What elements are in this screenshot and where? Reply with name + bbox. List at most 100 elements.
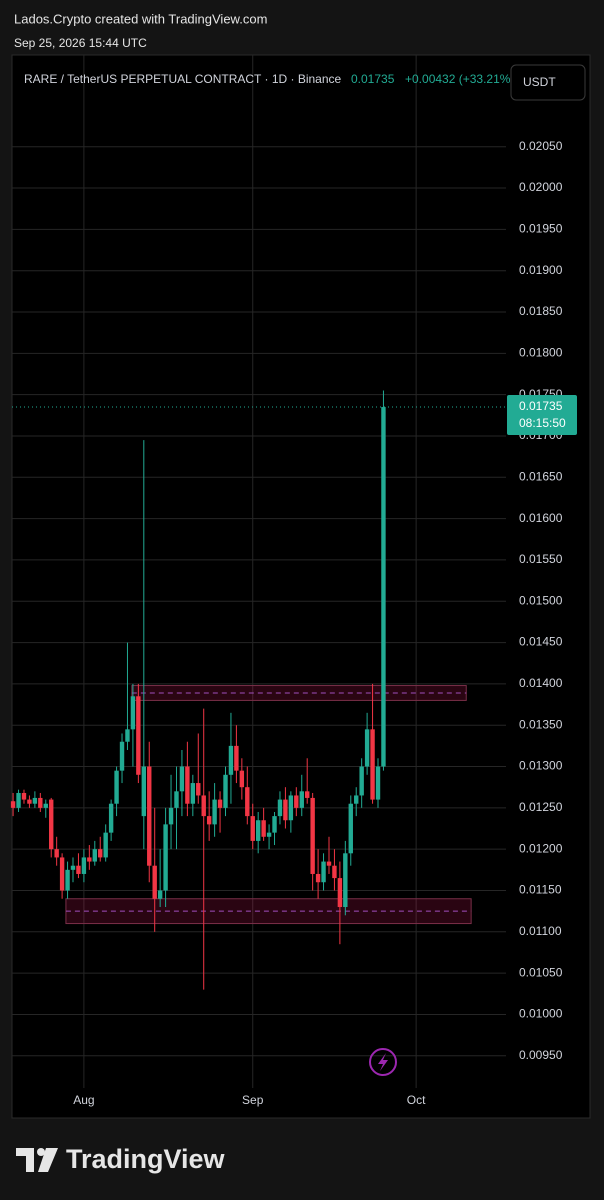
countdown: 08:15:50 [519,416,566,430]
candle-body [168,807,174,825]
timestamp: Sep 25, 2026 15:44 UTC [14,36,147,50]
candle-body [305,791,310,798]
candle-body [359,766,364,796]
y-tick-label: 0.01350 [519,717,563,731]
y-tick-label: 0.01100 [519,924,562,938]
y-tick-label: 0.01850 [519,304,563,318]
candle-body [27,799,32,804]
logo-mark [16,1148,34,1172]
last-price-box [507,395,577,436]
candle-body [223,774,228,808]
candle-body [92,849,97,862]
candle-body [147,766,152,866]
candle-body [54,849,59,858]
candle-body [266,832,272,837]
candle-body [228,745,234,775]
candle-body [370,729,375,800]
candle-body [119,741,125,771]
logo-slash [38,1148,58,1172]
brand: TradingView [66,1144,226,1174]
candle-body [185,766,190,804]
candle-body [130,696,136,730]
y-tick-label: 0.01800 [519,346,563,360]
candle-body [321,861,326,883]
chart-panel [11,54,591,1119]
alert-icon[interactable] [369,1048,397,1076]
candle-body [141,766,147,817]
candle-body [294,795,299,808]
candle-body [174,791,179,808]
candle-body [108,803,114,833]
candle-body [16,792,21,808]
last-price-label: 0.01735 [519,399,563,413]
y-tick-label: 0.01200 [519,841,563,855]
candle-body [163,824,168,891]
logo-dot [37,1148,45,1156]
candle-body [261,820,266,837]
zone [131,685,467,701]
candle-body [343,853,348,908]
y-tick-label: 0.01150 [519,883,562,897]
candle-body [234,745,239,771]
candle-body [43,803,48,808]
header-price: 0.01735 [351,72,395,86]
candle-body [354,795,359,804]
candle-body [87,857,92,862]
candle-body [125,729,130,742]
y-tick-label: 0.01450 [519,635,563,649]
candle-body [364,729,370,767]
y-tick-label: 0.00950 [519,1048,563,1062]
currency-button[interactable] [510,64,586,101]
y-tick-label: 0.01300 [519,759,563,773]
candle-body [190,783,196,804]
candle-body [245,787,250,817]
candle-body [337,878,343,908]
y-tick-label: 0.01600 [519,511,563,525]
candle-body [375,766,381,800]
y-tick-label: 0.01050 [519,965,563,979]
candle-body [206,816,212,825]
header-change: +0.00432 (+33.21%) [405,72,514,86]
attribution: Lados.Crypto created with TradingView.co… [14,11,267,26]
currency-label[interactable]: USDT [523,75,556,89]
candle-body [288,795,294,821]
candle-body [332,865,337,879]
candle-body [299,791,304,808]
x-tick-label: Sep [242,1093,264,1107]
candle-body [103,832,108,858]
candle-body [212,799,217,825]
y-tick-label: 0.02000 [519,180,563,194]
candle-body [196,783,201,796]
logo [16,1148,58,1172]
candle-body [272,816,277,833]
y-tick-label: 0.01500 [519,593,563,607]
y-tick-label: 0.02050 [519,139,563,153]
candle-body [381,407,386,767]
y-tick-label: 0.01550 [519,552,563,566]
candle-body [76,865,81,874]
candle-body [283,799,288,821]
candle-body [239,770,245,788]
y-tick-label: 0.01400 [519,676,563,690]
candle-body [21,792,27,800]
candle-body [49,799,54,850]
symbol-title: RARE / TetherUS PERPETUAL CONTRACT · 1D … [24,72,342,86]
candle-body [217,799,223,808]
y-tick-label: 0.01900 [519,263,563,277]
candle-body [157,890,163,899]
candle-body [81,857,87,874]
candle-body [136,696,141,775]
candle-body [65,869,70,891]
y-tick-label: 0.01950 [519,222,563,236]
y-tick-label: 0.01000 [519,1007,563,1021]
candle-body [114,770,119,804]
candle-body [315,873,321,883]
candle-body [326,861,332,866]
x-tick-label: Aug [73,1093,94,1107]
candle-body [152,865,157,899]
plot: 0.00950 0.01000 0.01050 0.01100 0.01150 0.012… [10,55,577,1107]
candle-body [179,766,185,792]
candle-body [32,797,38,804]
candle-body [310,797,315,874]
candle-body [59,857,65,891]
